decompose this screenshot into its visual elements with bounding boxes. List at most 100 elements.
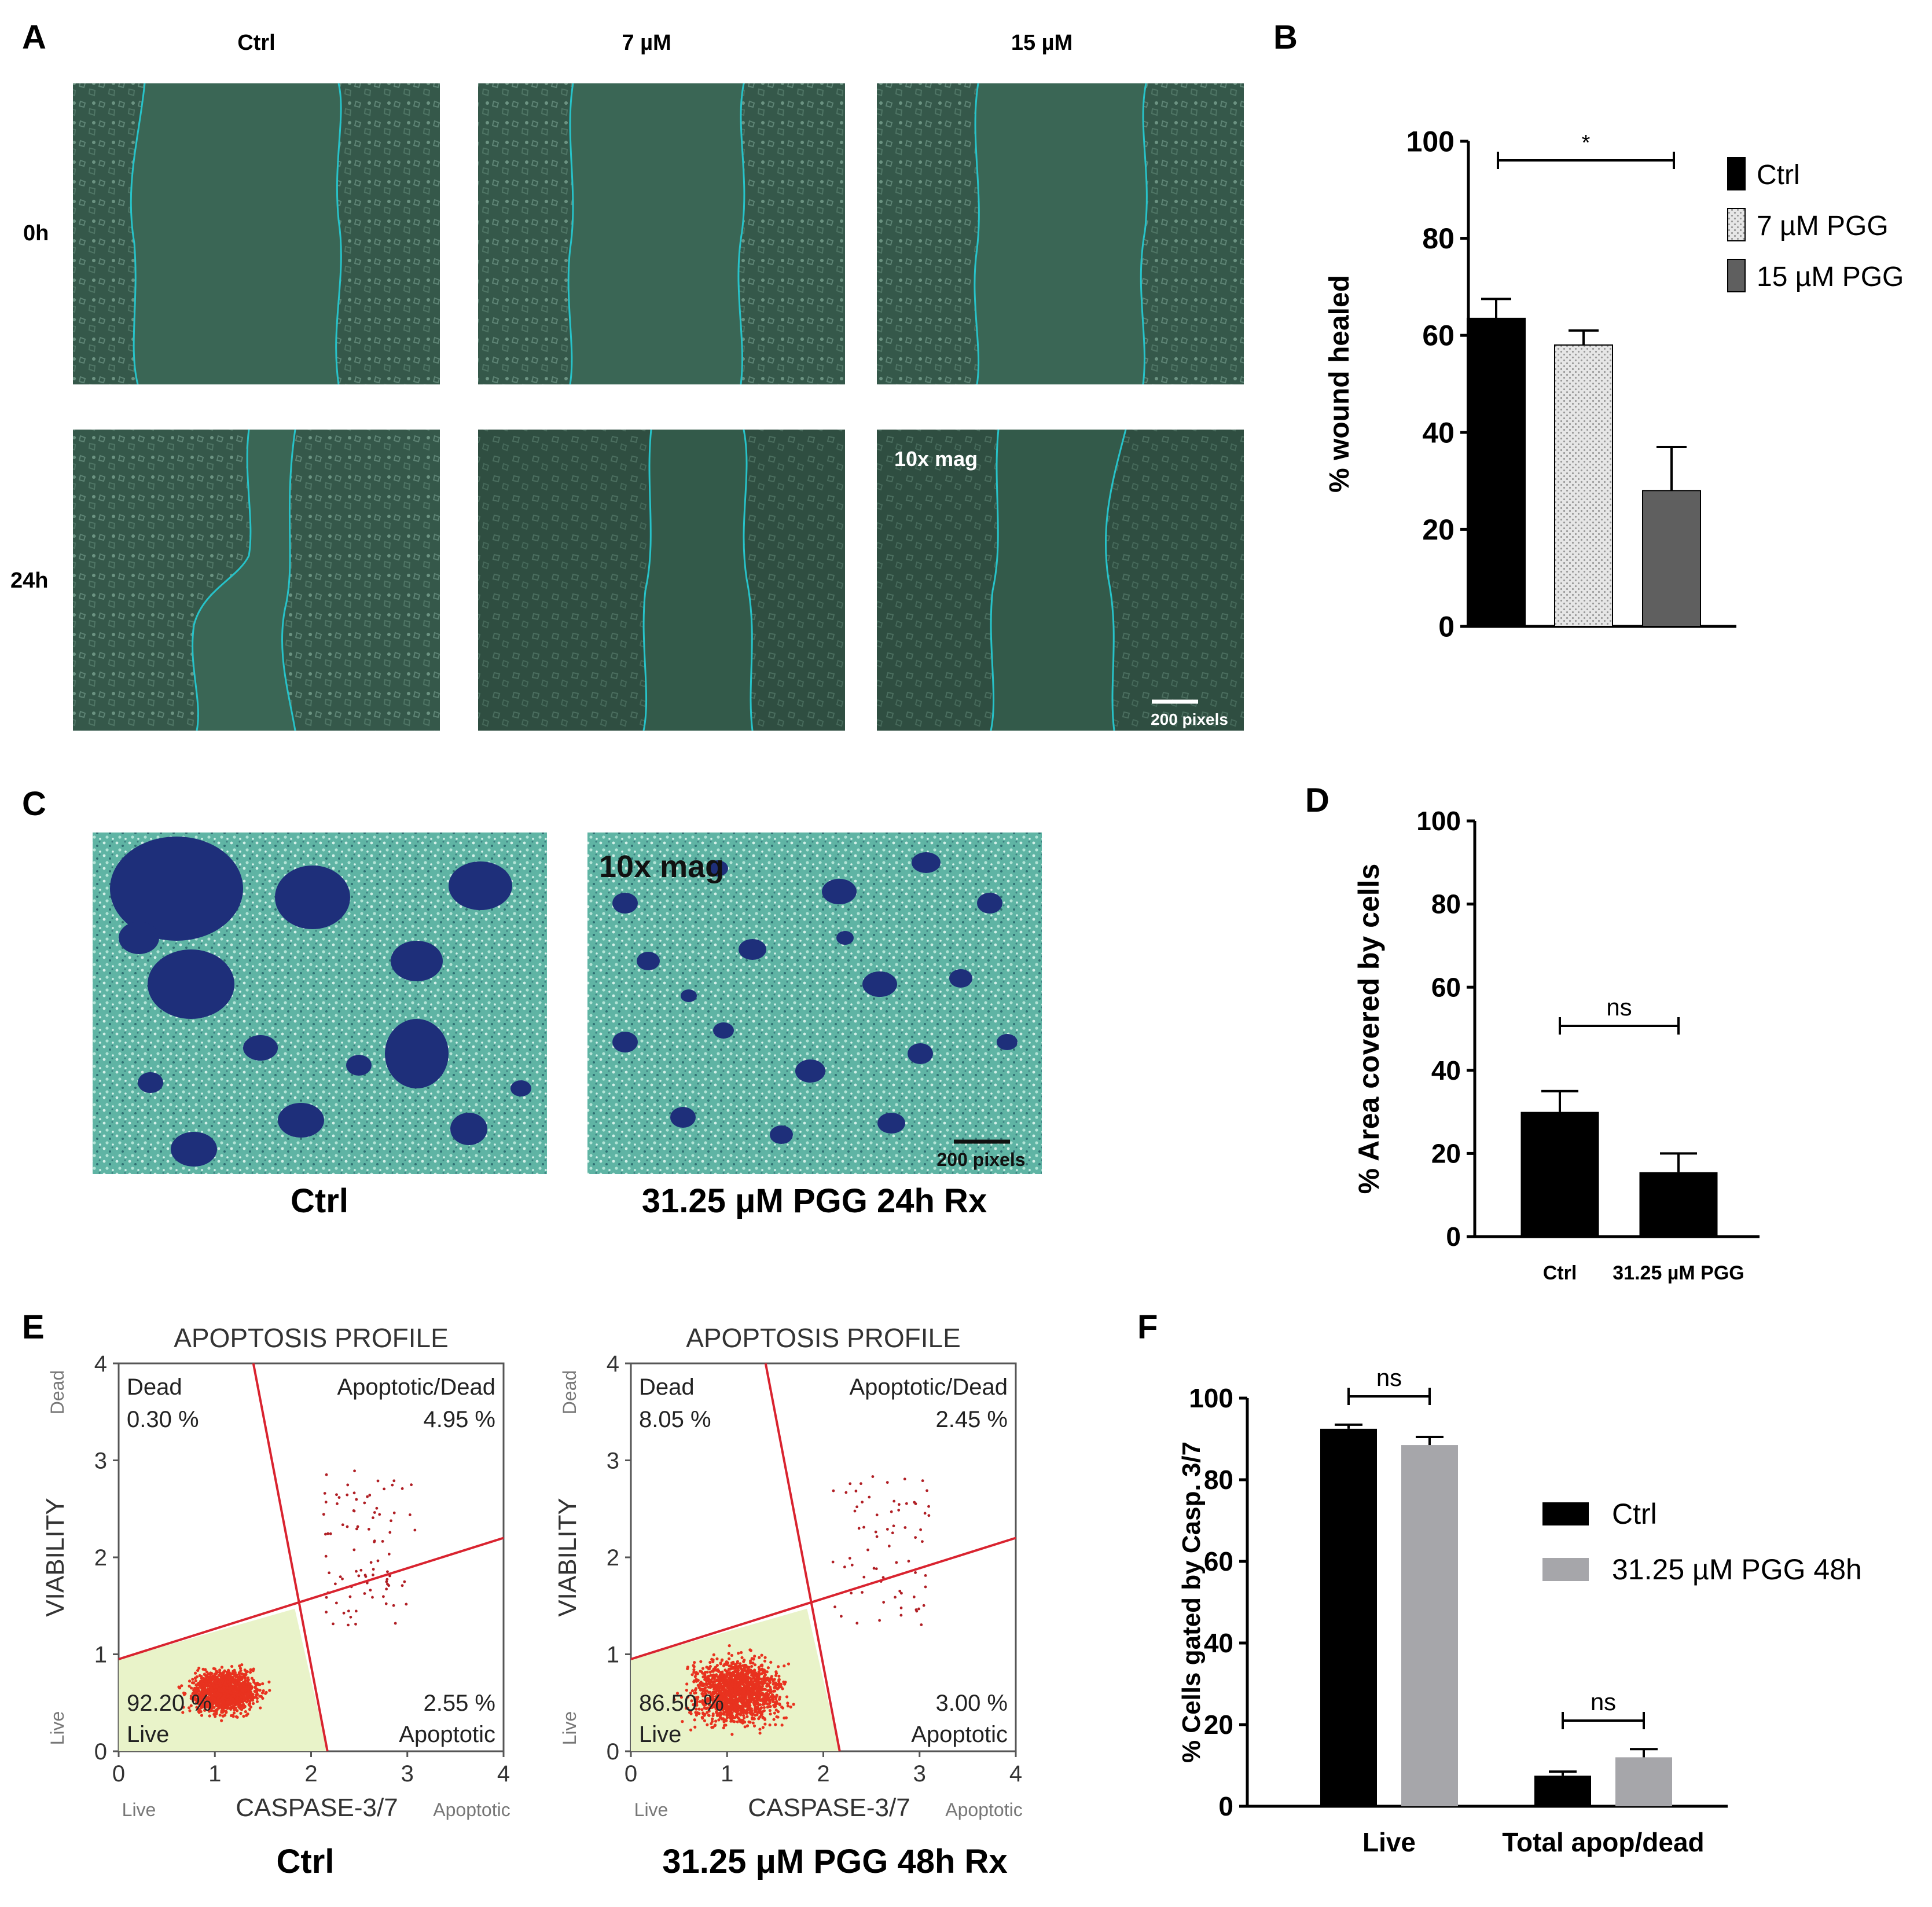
event-point xyxy=(763,1659,767,1663)
event-point xyxy=(758,1709,761,1712)
event-point xyxy=(197,1702,201,1706)
event-point xyxy=(723,1718,728,1722)
event-point xyxy=(220,1719,223,1722)
event-point xyxy=(719,1673,722,1676)
event-point xyxy=(369,1589,372,1592)
event-point xyxy=(777,1697,781,1701)
bar xyxy=(1320,1428,1377,1806)
event-point xyxy=(733,1683,737,1686)
y-tick-label: 0 xyxy=(94,1739,107,1765)
event-point xyxy=(731,1671,734,1674)
event-point xyxy=(887,1545,891,1547)
legend-swatch xyxy=(1542,1558,1589,1581)
event-point xyxy=(372,1568,375,1571)
event-point xyxy=(694,1691,697,1695)
event-point xyxy=(854,1490,858,1492)
legend-swatch xyxy=(1727,208,1746,241)
event-point xyxy=(194,1683,198,1686)
event-point xyxy=(690,1699,693,1703)
event-point xyxy=(715,1657,719,1660)
event-point xyxy=(714,1668,717,1672)
micrograph-15um-0h xyxy=(877,83,1244,385)
x-tick-label: 31.25 µM PGG xyxy=(1613,1262,1744,1284)
legend-swatch xyxy=(1727,157,1746,190)
event-point xyxy=(215,1710,218,1714)
event-point xyxy=(750,1657,754,1660)
event-point xyxy=(783,1682,787,1686)
quadrant-apopdead-label: Apoptotic/Dead xyxy=(849,1374,1008,1400)
event-point xyxy=(385,1578,389,1581)
y-tick-label: 3 xyxy=(607,1448,619,1474)
event-point xyxy=(708,1660,712,1664)
event-point xyxy=(728,1673,732,1677)
x-tick-label: 4 xyxy=(1009,1761,1022,1787)
event-point xyxy=(688,1711,692,1714)
event-point xyxy=(692,1680,696,1684)
event-point xyxy=(730,1706,734,1710)
event-point xyxy=(707,1714,711,1717)
event-point xyxy=(728,1704,732,1708)
event-point xyxy=(741,1706,745,1709)
event-point xyxy=(235,1693,239,1697)
event-point xyxy=(225,1683,229,1686)
event-point xyxy=(743,1716,746,1719)
event-point xyxy=(780,1723,784,1727)
y-tick-label: 60 xyxy=(1422,320,1454,352)
y-tick-label: 2 xyxy=(607,1545,619,1571)
event-point xyxy=(739,1662,742,1666)
event-point xyxy=(707,1681,711,1685)
event-point xyxy=(728,1715,732,1719)
event-point xyxy=(914,1536,917,1539)
event-point xyxy=(769,1660,773,1664)
event-point xyxy=(258,1688,262,1692)
event-point xyxy=(742,1666,746,1670)
event-point xyxy=(712,1685,716,1689)
event-point xyxy=(236,1701,240,1705)
event-point xyxy=(714,1695,718,1699)
event-point xyxy=(712,1653,715,1656)
event-point xyxy=(385,1580,388,1583)
event-point xyxy=(347,1609,350,1613)
event-point xyxy=(372,1574,374,1576)
event-point xyxy=(367,1528,370,1531)
y-tick-label: 80 xyxy=(1204,1465,1233,1495)
event-point xyxy=(769,1685,772,1689)
event-point xyxy=(725,1716,729,1719)
event-point xyxy=(695,1713,699,1717)
event-point xyxy=(217,1674,221,1677)
event-point xyxy=(753,1655,756,1658)
event-point xyxy=(892,1499,896,1503)
event-point xyxy=(190,1695,194,1699)
event-point xyxy=(710,1705,713,1708)
event-point xyxy=(212,1706,216,1710)
event-point xyxy=(763,1656,767,1659)
panel-letter-a: A xyxy=(22,19,46,56)
event-point xyxy=(730,1733,734,1736)
event-point xyxy=(728,1710,731,1714)
event-point xyxy=(728,1671,732,1674)
x-tick-label: Ctrl xyxy=(1543,1262,1577,1284)
x-axis-label: CASPASE-3/7 xyxy=(748,1794,910,1822)
bar xyxy=(1554,344,1613,628)
event-point xyxy=(752,1724,756,1728)
event-point xyxy=(695,1679,698,1683)
event-point xyxy=(232,1684,236,1688)
event-point xyxy=(914,1571,917,1574)
event-point xyxy=(231,1694,234,1697)
event-point xyxy=(897,1503,901,1506)
event-point xyxy=(388,1531,392,1534)
event-point xyxy=(730,1689,734,1693)
scale-label-a: 200 pixels xyxy=(1151,710,1228,728)
event-point xyxy=(875,1513,879,1517)
event-point xyxy=(222,1694,226,1697)
event-point xyxy=(769,1690,772,1695)
y-tick-label: 100 xyxy=(1416,806,1461,836)
event-point xyxy=(205,1670,208,1674)
event-point xyxy=(721,1717,724,1721)
event-point xyxy=(242,1684,246,1688)
event-point xyxy=(777,1674,781,1678)
col-label-ctrl: Ctrl xyxy=(237,31,275,55)
event-point xyxy=(207,1675,210,1679)
y-tick-label: 80 xyxy=(1422,222,1454,255)
event-point xyxy=(741,1700,744,1704)
